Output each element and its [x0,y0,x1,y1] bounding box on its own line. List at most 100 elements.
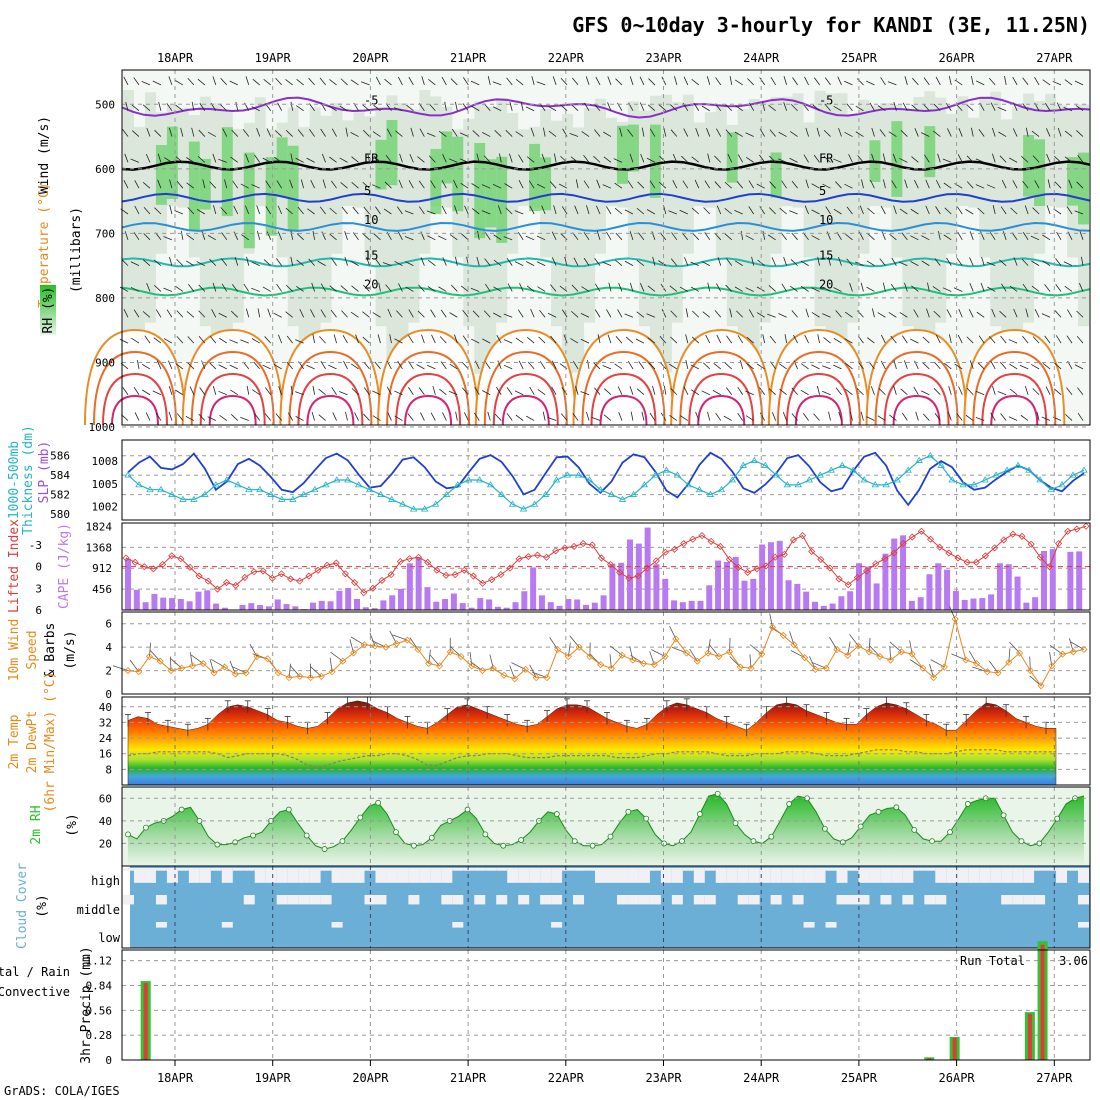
wind-barb [1046,153,1051,163]
wind-barb [759,77,765,86]
wind-barb [618,412,623,421]
thickness-marker [783,481,792,488]
cape-bar [935,563,942,610]
cloud-clear-patch [935,895,947,905]
wind-barb [912,77,919,86]
wind-barb [125,101,129,111]
cloud-clear-patch [331,868,343,883]
wind-barb [646,313,656,318]
isotherm-label: 5 [364,184,371,198]
cloud-clear-patch [737,895,749,905]
cloud-clear-patch [540,895,552,905]
lifted-index-marker [890,549,898,557]
wind-barb [613,158,623,163]
wind-barb [209,258,217,266]
rh-marker [464,806,471,813]
wind-barb [789,210,798,215]
wind-barb [838,127,842,137]
wind-barb [1064,156,1073,163]
panel-frame [121,439,1091,521]
wind-barb [629,76,634,86]
wind-barb [935,179,941,189]
isotherm-label: 20 [364,277,378,291]
cloud-clear-patch [946,868,958,883]
wind-barb [861,179,864,189]
wind-barb [146,282,151,292]
wind-barb [1076,130,1084,137]
wind-barb [558,183,568,189]
wind-barb [706,128,711,137]
warm-isotherm [404,394,453,426]
wind-barb [374,361,381,370]
wind-barb [442,412,447,421]
wind-speed-marker [1005,658,1013,666]
wind-speed-marker [296,672,304,680]
cloud-cover-title: Cloud Cover [15,863,30,949]
wind-barb [685,360,689,369]
wind-barb [727,154,733,163]
cloud-clear-patch [726,868,738,883]
cloud-clear-patch [792,895,804,905]
cloud-clear-patch [562,868,574,871]
wind-barb [726,387,733,395]
cloud-clear-patch [935,868,947,883]
wind-barb [427,235,436,241]
wind-barb [308,77,315,86]
rh-shade [463,118,475,327]
wind-barb [547,417,557,421]
wind-barb [1045,386,1051,395]
wind-barb [846,258,853,266]
wind-barb [256,127,261,137]
wind-speed-marker [747,664,755,672]
lifted-index-marker [1018,532,1026,540]
cloud-clear-patch [474,868,486,871]
precip-total-label: Total / Rain [0,965,70,979]
wind-barb [856,78,864,86]
wind-barb [410,127,414,137]
thickness-marker [399,500,407,507]
wind-barb [487,411,491,421]
warm-isotherm [102,372,168,426]
wind-barb [186,311,195,318]
wind-barb [1076,310,1084,318]
wind-barb [169,179,173,189]
wind-barb [946,309,952,318]
wind-barb [748,309,755,318]
cape-bar [838,596,845,610]
wind-barb [783,102,787,111]
wind-barb [607,76,612,86]
wind-speed-label: Speed [25,630,40,669]
wind-barb [355,334,359,344]
wind-barb [871,127,875,137]
rh-marker [1054,815,1061,822]
cape-bar [785,580,792,610]
wind-barb [942,287,952,292]
wind-barb [969,282,974,292]
wind-barb [133,232,140,241]
cape-bar [679,602,686,610]
cape-bar [292,606,299,610]
cloud-clear-patch [265,868,277,883]
wind-barb [1054,181,1062,189]
wind-barb [322,179,326,189]
wind-tick-label: 2 [105,665,112,678]
cape-bar [239,604,246,610]
wind-barb [921,235,930,241]
wind-barb [175,286,184,292]
lifted-index-marker [1055,539,1063,548]
wind-barb [910,261,919,266]
warm-isotherm [883,372,950,426]
wind-barb [573,257,579,266]
thickness-marker [157,485,165,493]
rh-shade [836,93,848,373]
bottom-date-label: 23APR [645,1071,682,1085]
wind-barb [899,208,908,215]
wind-barb [386,386,392,395]
thickness-marker [1080,466,1088,473]
cape-tick-label: 912 [92,562,112,575]
wind-barb [285,284,293,292]
wind-barb [1031,260,1040,266]
cloud-clear-patch [155,868,167,871]
wind-barb [833,208,842,215]
lifted-index-marker [341,570,349,578]
